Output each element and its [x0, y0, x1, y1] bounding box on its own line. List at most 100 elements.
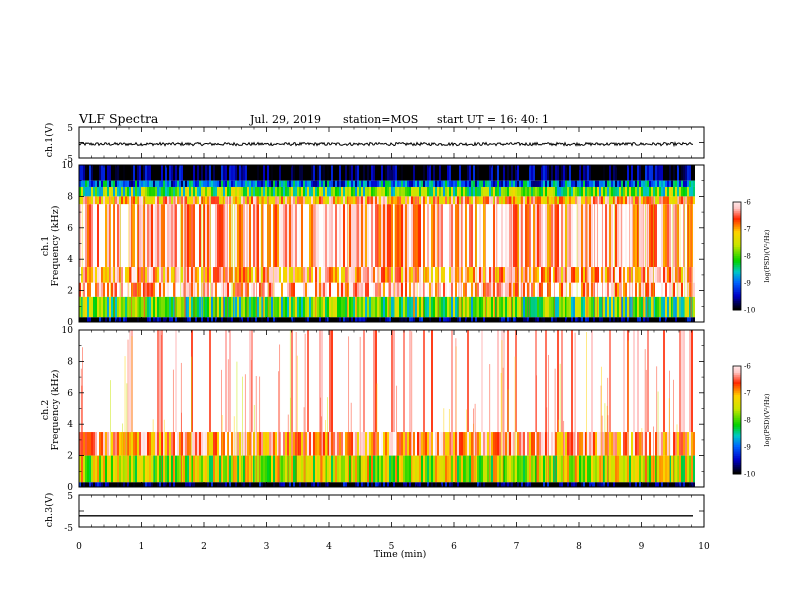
- spectrogram-cell: [537, 267, 539, 283]
- spectrogram-cell: [127, 296, 129, 318]
- spectrogram-cell: [119, 180, 121, 187]
- spectrogram-cell: [193, 330, 195, 433]
- spectrogram-cell: [237, 204, 239, 268]
- spectrogram-cell: [315, 482, 317, 487]
- spectrogram-cell: [441, 196, 443, 205]
- spectrogram-cell: [527, 296, 529, 318]
- spectrogram-cell: [363, 432, 365, 456]
- spectrogram-cell: [435, 282, 437, 297]
- spectrogram-cell: [275, 180, 277, 187]
- spectrogram-cell: [101, 180, 103, 187]
- spectrogram-cell: [505, 432, 507, 456]
- spectrogram-cell: [317, 267, 319, 283]
- spectrogram-cell: [319, 432, 321, 456]
- colorbar-tick-label: -10: [744, 307, 755, 315]
- spectrogram-cell: [237, 317, 239, 322]
- spectrogram-cell: [337, 180, 339, 187]
- spectrogram-cell: [299, 204, 301, 268]
- spectrogram-cell: [415, 330, 417, 433]
- spectrogram-cell: [161, 180, 163, 187]
- spectrogram-cell: [133, 204, 135, 268]
- spectrogram-cell: [499, 296, 501, 318]
- spectrogram-cell: [351, 204, 353, 268]
- spectrogram-cell: [565, 196, 567, 205]
- spectrogram-cell: [431, 432, 433, 456]
- spectrogram-cell: [205, 317, 207, 322]
- spectrogram-cell: [683, 317, 685, 322]
- colorbar-segment: [733, 472, 741, 475]
- spectrogram-cell: [311, 165, 313, 181]
- spectrogram-cell: [93, 455, 95, 483]
- spectrogram-cell: [237, 330, 239, 433]
- spectrogram-cell: [617, 455, 619, 483]
- spectrogram-cell: [341, 455, 343, 483]
- spectrogram-cell: [567, 482, 569, 487]
- spectrogram-cell: [149, 267, 151, 283]
- spectrogram-cell: [673, 282, 675, 297]
- spectrogram-cell: [131, 165, 133, 181]
- spectrogram-cell: [463, 455, 465, 483]
- spectrogram-cell: [111, 317, 113, 322]
- spectrogram-cell: [625, 317, 627, 322]
- spectrogram-cell: [473, 296, 475, 318]
- spectrogram-cell: [221, 317, 223, 322]
- spectrogram-cell: [225, 317, 227, 322]
- spectrogram-cell: [103, 267, 105, 283]
- spectrogram-cell: [497, 432, 499, 456]
- spectrogram-cell: [523, 267, 525, 283]
- spectrogram-cell: [625, 432, 627, 456]
- ch1-waveform-panel: 5-5: [64, 124, 705, 165]
- spectrogram-cell: [95, 267, 97, 283]
- spectrogram-cell: [251, 482, 253, 487]
- spectrogram-cell: [325, 196, 327, 205]
- colorbar-segment: [733, 308, 741, 311]
- spectrogram-cell: [169, 330, 171, 433]
- spectrogram-cell: [361, 296, 363, 318]
- spectrogram-cell: [199, 296, 201, 318]
- spectrogram-cell: [509, 482, 511, 487]
- spectrogram-cell: [267, 165, 269, 181]
- spectrogram-cell: [509, 165, 511, 181]
- spectrogram-cell: [659, 267, 661, 283]
- spectrogram-cell: [89, 196, 91, 205]
- spectrogram-cell: [489, 296, 491, 318]
- spectrogram-cell: [383, 432, 385, 456]
- spectrogram-cell: [501, 317, 503, 322]
- spectrogram-cell: [105, 455, 107, 483]
- spectrogram-cell: [199, 482, 201, 487]
- colorbar-segment: [733, 304, 741, 307]
- spectrogram-cell: [335, 330, 337, 433]
- spectrogram-cell: [401, 186, 403, 197]
- spectrogram-cell: [367, 330, 369, 433]
- spectrogram-cell: [261, 317, 263, 322]
- spectrogram-cell: [595, 282, 597, 297]
- spectrogram-cell: [157, 455, 159, 483]
- spectrogram-cell: [207, 196, 209, 205]
- spectrogram-cell: [111, 482, 113, 487]
- spectrogram-cell: [479, 455, 481, 483]
- spectrogram-cell: [393, 432, 395, 456]
- spectrogram-cell: [471, 204, 473, 268]
- spectrogram-cell: [205, 186, 207, 197]
- colorbar-segment: [733, 452, 741, 455]
- spectrogram-cell: [207, 204, 209, 268]
- spectrogram-cell: [681, 432, 683, 456]
- spectrogram-cell: [633, 196, 635, 205]
- spectrogram-cell: [403, 267, 405, 283]
- spectrogram-cell: [631, 180, 633, 187]
- spectrogram-cell: [461, 186, 463, 197]
- spectrogram-cell: [491, 196, 493, 205]
- spectrogram-cell: [449, 165, 451, 181]
- spectrogram-cell: [627, 186, 629, 197]
- spectrogram-cell: [363, 204, 365, 268]
- spectrogram-cell: [641, 267, 643, 283]
- spectrogram-cell: [537, 432, 539, 456]
- spectrogram-cell: [505, 330, 507, 433]
- spectrogram-cell: [595, 432, 597, 456]
- spectrogram-cell: [393, 330, 395, 433]
- spectrogram-cell: [391, 186, 393, 197]
- spectrogram-cell: [375, 296, 377, 318]
- spectrogram-cell: [345, 317, 347, 322]
- spectrogram-cell: [341, 196, 343, 205]
- spectrogram-cell: [651, 165, 653, 181]
